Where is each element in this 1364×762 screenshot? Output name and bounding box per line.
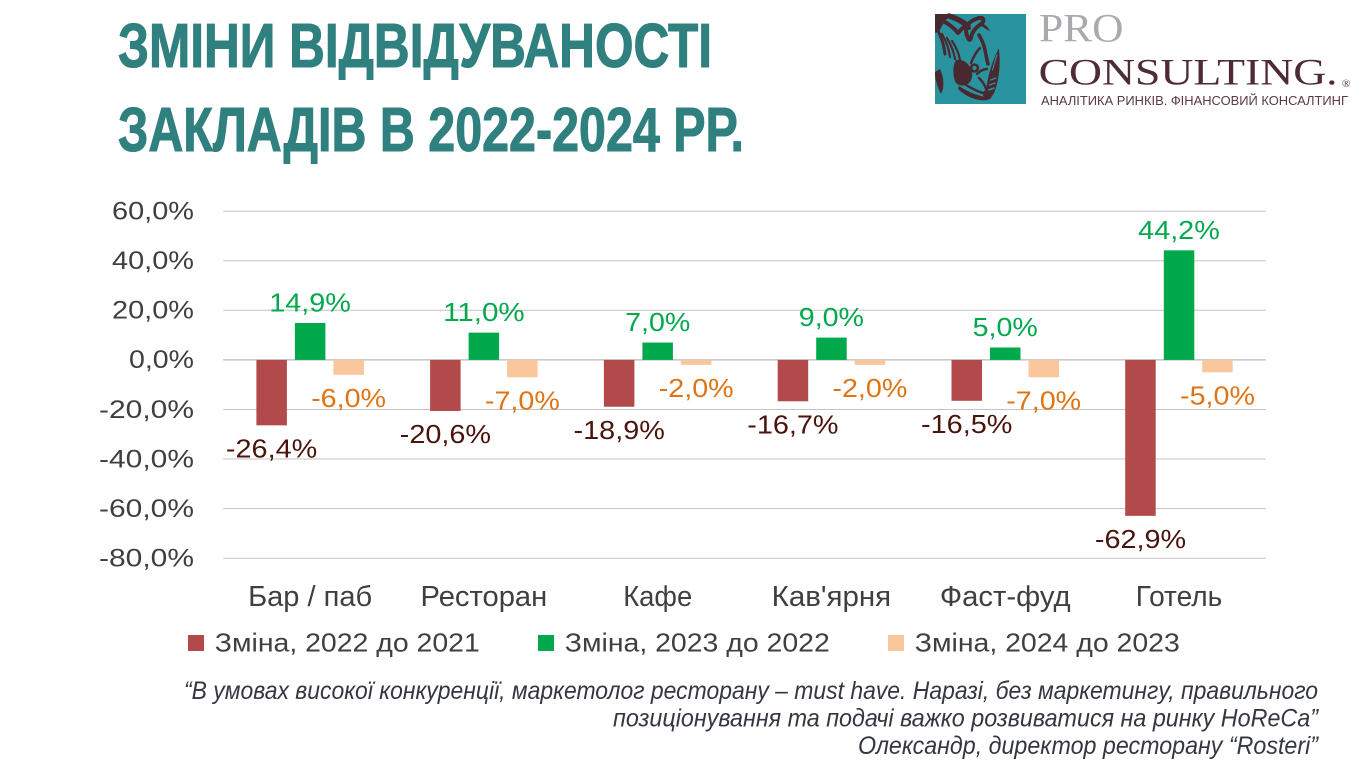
svg-text:60,0%: 60,0% — [112, 198, 194, 226]
svg-text:5,0%: 5,0% — [973, 312, 1038, 342]
svg-text:позиціонування та подачі важко: позиціонування та подачі важко розвивати… — [613, 705, 1320, 733]
svg-text:40,0%: 40,0% — [112, 247, 194, 275]
svg-text:“В умовах високої конкуренції,: “В умовах високої конкуренції, маркетоло… — [184, 677, 1318, 705]
svg-text:-16,7%: -16,7% — [747, 409, 838, 439]
svg-text:-5,0%: -5,0% — [1180, 380, 1255, 410]
svg-text:Ресторан: Ресторан — [421, 581, 548, 613]
svg-text:11,0%: 11,0% — [443, 297, 525, 327]
svg-text:ЗАКЛАДІВ В 2022-2024 РР.: ЗАКЛАДІВ В 2022-2024 РР. — [118, 96, 744, 165]
svg-text:-18,9%: -18,9% — [574, 415, 665, 445]
svg-text:0,0%: 0,0% — [129, 346, 194, 374]
svg-text:-80,0%: -80,0% — [99, 545, 194, 573]
svg-text:Готель: Готель — [1136, 581, 1223, 613]
svg-text:Зміна, 2023 до 2022: Зміна, 2023 до 2022 — [565, 628, 830, 658]
svg-text:-7,0%: -7,0% — [485, 385, 560, 415]
svg-text:Фаст-фуд: Фаст-фуд — [940, 581, 1071, 613]
svg-text:-2,0%: -2,0% — [659, 373, 734, 403]
svg-text:-20,6%: -20,6% — [400, 419, 491, 449]
svg-text:44,2%: 44,2% — [1138, 215, 1220, 245]
svg-text:-62,9%: -62,9% — [1095, 524, 1186, 554]
svg-text:7,0%: 7,0% — [625, 307, 690, 337]
svg-text:Кав'ярня: Кав'ярня — [772, 581, 892, 613]
svg-text:-20,0%: -20,0% — [99, 396, 194, 424]
svg-text:-2,0%: -2,0% — [832, 373, 907, 403]
svg-text:-7,0%: -7,0% — [1006, 385, 1081, 415]
svg-text:®: ® — [1342, 78, 1350, 90]
svg-text:PRO: PRO — [1039, 6, 1124, 51]
svg-text:ЗМІНИ ВІДВІДУВАНОСТІ: ЗМІНИ ВІДВІДУВАНОСТІ — [118, 12, 712, 81]
svg-text:Кафе: Кафе — [623, 581, 692, 613]
svg-text:CONSULTING.: CONSULTING. — [1039, 53, 1338, 94]
svg-text:-60,0%: -60,0% — [99, 495, 194, 523]
svg-text:-40,0%: -40,0% — [99, 445, 194, 473]
svg-text:Зміна, 2022 до 2021: Зміна, 2022 до 2021 — [215, 628, 480, 658]
svg-text:14,9%: 14,9% — [269, 287, 351, 317]
svg-text:Зміна, 2024 до 2023: Зміна, 2024 до 2023 — [915, 628, 1180, 658]
svg-text:-6,0%: -6,0% — [311, 383, 386, 413]
svg-text:Бар / паб: Бар / паб — [248, 581, 372, 613]
svg-text:АНАЛІТИКА РИНКІВ. ФІНАНСОВИЙ К: АНАЛІТИКА РИНКІВ. ФІНАНСОВИЙ КОНСАЛТИНГ — [1041, 93, 1348, 108]
svg-text:20,0%: 20,0% — [112, 297, 194, 325]
svg-text:-16,5%: -16,5% — [921, 409, 1012, 439]
svg-text:Олександр, директор ресторану: Олександр, директор ресторану “Rosteri” — [858, 732, 1320, 760]
svg-text:-26,4%: -26,4% — [226, 433, 317, 463]
svg-text:9,0%: 9,0% — [799, 302, 864, 332]
